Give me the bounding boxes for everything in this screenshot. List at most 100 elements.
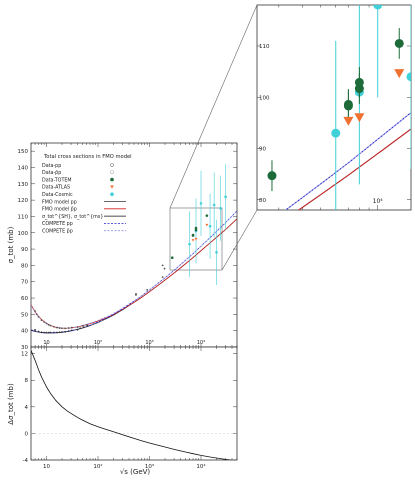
pp-point: [49, 331, 52, 334]
cosmic-point: [212, 203, 216, 207]
inset-data-points: [267, 5, 411, 210]
main-y-axis-label: σ_tot (mb): [7, 226, 15, 263]
legend-label: COMPETE pp: [42, 221, 73, 227]
ppbar-point: [70, 326, 73, 329]
ppbar-point: [76, 326, 79, 328]
legend-label: Data-TOTEM: [42, 177, 72, 183]
difference-y-tick-label: 8: [25, 378, 29, 384]
legend-marker: [110, 163, 114, 167]
difference-y-tick-label: -4: [23, 458, 29, 464]
main-data-points: [34, 164, 227, 334]
main-x-tick-label: 10: [43, 340, 49, 346]
totem-point: [170, 256, 174, 260]
main-y-tick-label: 110: [18, 214, 29, 220]
ppbar-point: [56, 326, 58, 329]
legend-label: Data-p̄p: [42, 170, 61, 176]
cosmic-point: [219, 206, 222, 210]
pp-point: [47, 331, 50, 334]
difference-y-tick-label: 12: [21, 352, 28, 358]
atlas-point: [343, 116, 354, 126]
legend-title: Total cross sections in FMO model: [43, 154, 132, 160]
main-axis-ticks: 30 40 50 60 70 80 90 100 110 120 130 140 150 10 10² 10³…: [18, 143, 238, 351]
totem-point: [267, 171, 277, 181]
ppbar-point: [49, 324, 52, 327]
cosmic-point: [208, 224, 212, 228]
main-y-tick-label: 90: [21, 247, 28, 253]
difference-curve-group: [31, 350, 233, 460]
pp-point: [43, 331, 46, 334]
pp-point: [61, 331, 63, 334]
inset-x-tick-label: 10⁴: [373, 198, 384, 205]
main-y-tick-label: 80: [21, 263, 28, 269]
inset-y-tick-label: 90: [259, 147, 266, 153]
main-y-tick-label: 140: [18, 165, 29, 171]
zoom-connector-bottom: [221, 209, 258, 271]
legend-label: Data-ATLAS: [42, 185, 70, 191]
main-y-tick-label: 100: [18, 231, 29, 237]
atlas-point: [205, 223, 209, 227]
ppbar-point: [61, 327, 63, 330]
difference-y-tick-label: 4: [25, 405, 29, 411]
main-y-tick-label: 130: [18, 182, 29, 188]
fmo-ppbar-curve: [297, 128, 411, 210]
pp-point: [37, 330, 40, 333]
legend-marker: [110, 192, 114, 196]
pp-point: [70, 329, 73, 332]
main-y-tick-label: 70: [21, 280, 28, 286]
totem-point: [354, 77, 364, 87]
ppbar-point: [135, 293, 137, 295]
difference-y-tick-label: 0: [25, 431, 29, 437]
ppbar-point: [40, 319, 43, 321]
pp-point: [45, 331, 48, 334]
difference-x-tick-label: 10: [43, 464, 50, 470]
ppbar-point: [35, 313, 38, 316]
cosmic-point: [373, 5, 383, 10]
main-y-tick-label: 120: [18, 198, 29, 204]
totem-point: [191, 233, 195, 237]
cosmic-point: [215, 251, 218, 254]
ppbar-point: [34, 310, 36, 312]
ppbar-point: [58, 327, 61, 329]
difference-x-tick-label: 10²: [93, 463, 102, 470]
x-axis-label: √s (GeV): [120, 468, 151, 476]
ppbar-point: [81, 324, 84, 327]
main-y-tick-label: 40: [21, 329, 28, 335]
cosmic-point: [199, 202, 203, 205]
totem-point: [205, 214, 209, 217]
legend-marker: [110, 177, 114, 182]
main-y-tick-label: 60: [21, 296, 28, 302]
pp-point: [67, 330, 70, 333]
difference-axis-ticks: 10 10² 10³ 10⁴ -4 0 4 8 12: [21, 347, 238, 470]
totem-point: [343, 99, 353, 109]
pp-point: [79, 327, 82, 330]
pp-point: [53, 331, 55, 334]
main-x-tick-label: 10⁴: [197, 340, 205, 346]
ppbar-point: [163, 267, 166, 270]
totem-point: [194, 228, 198, 232]
difference-curve: [31, 350, 233, 460]
legend-label: Data-Cosmic: [42, 192, 73, 198]
main-y-tick-label: 50: [21, 312, 28, 318]
difference-x-tick-label: 10⁴: [196, 463, 206, 470]
ppbar-point: [85, 323, 88, 326]
ppbar-point: [43, 321, 46, 323]
inset-y-tick-label: 110: [259, 44, 270, 50]
inset-y-tick-label: 100: [259, 95, 270, 101]
cosmic-point: [331, 128, 341, 138]
main-y-tick-label: 30: [21, 345, 28, 351]
ppbar-point: [47, 323, 50, 326]
difference-plot-frame: [30, 346, 238, 461]
inset-y-tick-label: 80: [259, 198, 266, 204]
main-x-tick-label: 10²: [94, 340, 102, 346]
ppbar-point: [37, 315, 40, 318]
totem-point: [394, 38, 404, 48]
inset-curves: [284, 111, 411, 210]
legend-label: Data-pp: [42, 163, 61, 169]
pp-point: [56, 331, 58, 334]
pp-point: [64, 330, 67, 333]
totem-point: [194, 226, 198, 230]
atlas-point: [394, 69, 405, 79]
main-x-tick-label: 10³: [145, 340, 153, 346]
main-y-tick-label: 150: [18, 149, 29, 155]
